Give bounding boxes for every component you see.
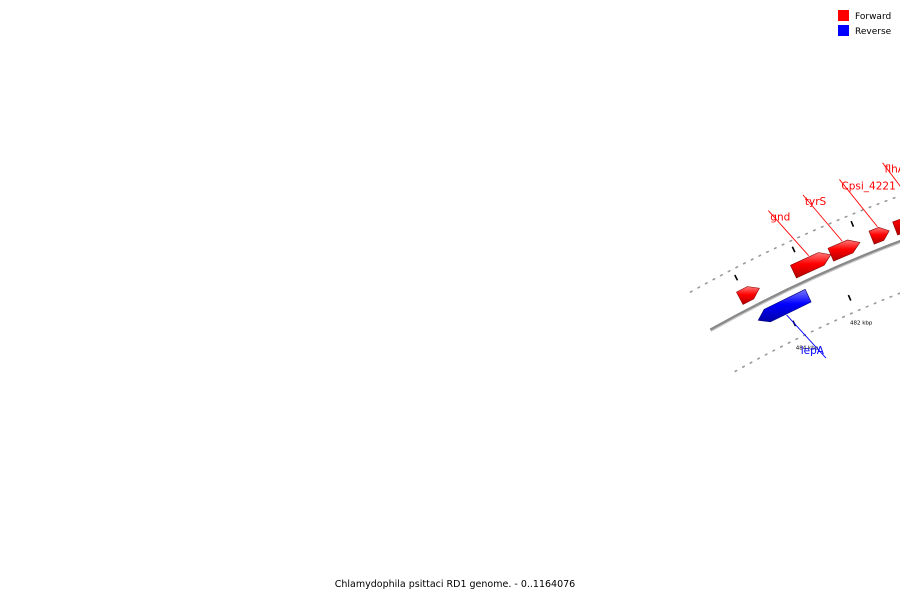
label-leaders [767,162,900,359]
gene-label-gnd: gnd [770,212,790,224]
label-leader [839,179,878,228]
gene-arrow-unlabeled-26[interactable] [736,286,760,305]
kbp-minor-tick [791,246,796,253]
genome-caption: Chlamydophila psittaci RD1 genome. - 0..… [335,579,575,590]
kbp-tick-label: 482 kbp [850,320,873,326]
kbp-minor-tick [850,220,855,227]
backbone-highlight [710,242,900,332]
label-leader [802,194,843,242]
genes [736,206,900,323]
label-leader [786,314,827,359]
legend: Forward Reverse [838,10,892,37]
gene-labels: Cpsi_4011Cpsi_4021Cpsi_4031hctBCpsi_4051… [770,164,900,357]
legend-label-reverse: Reverse [855,27,892,37]
legend-label-forward: Forward [855,12,891,22]
gene-arrow-gnd[interactable] [790,252,832,279]
kbp-minor-tick [734,274,739,281]
label-leader [882,162,900,187]
legend-swatch-reverse [838,25,849,36]
label-leader [767,210,810,257]
gene-label-lepa: lepA [801,345,825,357]
gene-label-cpsi_4221: Cpsi_4221 [841,181,895,193]
backbone-line [709,239,900,332]
gene-arrow-lepa[interactable] [757,288,812,323]
gene-arrow-tyrs[interactable] [827,239,861,262]
gene-label-flha: flhA [885,164,900,176]
legend-swatch-forward [838,10,849,21]
gene-arrow-flha[interactable] [892,206,900,236]
backbone [709,239,900,332]
gene-arrow-cpsi_4221[interactable] [868,227,890,245]
gene-label-tyrs: tyrS [805,196,827,208]
kbp-tick-label: 484 kbp [796,346,819,352]
kbp-tick [847,294,852,301]
